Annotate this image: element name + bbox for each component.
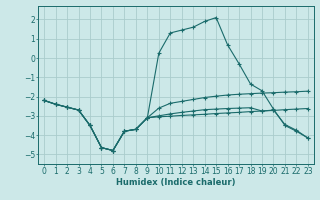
X-axis label: Humidex (Indice chaleur): Humidex (Indice chaleur): [116, 178, 236, 187]
